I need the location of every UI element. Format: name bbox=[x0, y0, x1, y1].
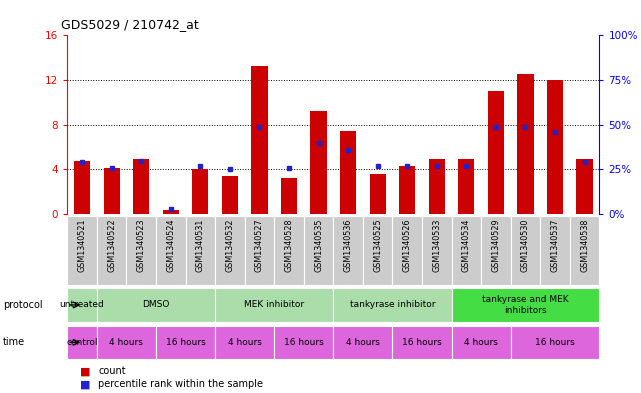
Text: 16 hours: 16 hours bbox=[165, 338, 205, 347]
Text: GSM1340524: GSM1340524 bbox=[166, 218, 175, 272]
Text: count: count bbox=[98, 366, 126, 376]
Text: GSM1340523: GSM1340523 bbox=[137, 218, 146, 272]
Text: GSM1340533: GSM1340533 bbox=[432, 218, 441, 272]
Bar bbox=[429, 160, 445, 214]
Text: GSM1340526: GSM1340526 bbox=[403, 218, 412, 272]
Bar bbox=[392, 216, 422, 285]
Bar bbox=[458, 160, 474, 214]
Text: GSM1340522: GSM1340522 bbox=[107, 218, 116, 272]
Text: GSM1340534: GSM1340534 bbox=[462, 218, 471, 272]
Bar bbox=[126, 216, 156, 285]
Bar bbox=[67, 216, 97, 285]
Text: GDS5029 / 210742_at: GDS5029 / 210742_at bbox=[61, 18, 199, 31]
Text: tankyrase inhibitor: tankyrase inhibitor bbox=[350, 301, 435, 309]
Bar bbox=[67, 326, 97, 359]
Bar bbox=[215, 288, 333, 322]
Text: GSM1340535: GSM1340535 bbox=[314, 218, 323, 272]
Text: GSM1340536: GSM1340536 bbox=[344, 218, 353, 272]
Text: 16 hours: 16 hours bbox=[284, 338, 324, 347]
Bar bbox=[97, 288, 215, 322]
Bar bbox=[281, 178, 297, 214]
Bar bbox=[333, 216, 363, 285]
Text: GSM1340529: GSM1340529 bbox=[492, 218, 501, 272]
Bar bbox=[333, 326, 392, 359]
Bar bbox=[392, 326, 451, 359]
Text: 4 hours: 4 hours bbox=[110, 338, 144, 347]
Bar bbox=[511, 216, 540, 285]
Text: GSM1340532: GSM1340532 bbox=[226, 218, 235, 272]
Bar bbox=[103, 168, 120, 214]
Text: DMSO: DMSO bbox=[142, 301, 170, 309]
Text: GSM1340531: GSM1340531 bbox=[196, 218, 205, 272]
Bar bbox=[540, 216, 570, 285]
Bar bbox=[451, 288, 599, 322]
Text: 4 hours: 4 hours bbox=[346, 338, 380, 347]
Bar bbox=[74, 160, 90, 214]
Bar bbox=[163, 210, 179, 214]
Text: percentile rank within the sample: percentile rank within the sample bbox=[98, 379, 263, 389]
Bar bbox=[156, 216, 185, 285]
Text: GSM1340528: GSM1340528 bbox=[285, 218, 294, 272]
Bar bbox=[340, 132, 356, 214]
Text: 16 hours: 16 hours bbox=[402, 338, 442, 347]
Bar bbox=[511, 326, 599, 359]
Text: ■: ■ bbox=[80, 366, 90, 376]
Bar bbox=[399, 166, 415, 214]
Text: GSM1340537: GSM1340537 bbox=[551, 218, 560, 272]
Bar bbox=[304, 216, 333, 285]
Text: GSM1340538: GSM1340538 bbox=[580, 218, 589, 272]
Text: GSM1340530: GSM1340530 bbox=[521, 218, 530, 272]
Bar bbox=[185, 216, 215, 285]
Bar bbox=[481, 216, 511, 285]
Bar bbox=[97, 326, 156, 359]
Text: ■: ■ bbox=[80, 379, 90, 389]
Text: control: control bbox=[66, 338, 98, 347]
Bar bbox=[274, 216, 304, 285]
Text: protocol: protocol bbox=[3, 300, 43, 310]
Bar bbox=[369, 174, 386, 214]
Text: MEK inhibitor: MEK inhibitor bbox=[244, 301, 304, 309]
Bar bbox=[451, 216, 481, 285]
Bar bbox=[547, 80, 563, 214]
Text: 4 hours: 4 hours bbox=[464, 338, 498, 347]
Bar bbox=[251, 66, 267, 214]
Bar bbox=[488, 91, 504, 214]
Text: 4 hours: 4 hours bbox=[228, 338, 262, 347]
Bar bbox=[222, 176, 238, 214]
Bar bbox=[517, 75, 533, 214]
Text: GSM1340521: GSM1340521 bbox=[78, 218, 87, 272]
Bar bbox=[310, 111, 327, 214]
Bar bbox=[576, 160, 593, 214]
Bar bbox=[333, 288, 451, 322]
Bar bbox=[215, 216, 245, 285]
Bar bbox=[192, 169, 208, 214]
Bar bbox=[245, 216, 274, 285]
Text: time: time bbox=[3, 337, 26, 347]
Bar bbox=[156, 326, 215, 359]
Text: GSM1340525: GSM1340525 bbox=[373, 218, 382, 272]
Text: 16 hours: 16 hours bbox=[535, 338, 575, 347]
Bar bbox=[451, 326, 511, 359]
Text: tankyrase and MEK
inhibitors: tankyrase and MEK inhibitors bbox=[482, 295, 569, 315]
Bar bbox=[422, 216, 451, 285]
Bar bbox=[67, 288, 97, 322]
Bar bbox=[133, 160, 149, 214]
Bar bbox=[570, 216, 599, 285]
Bar bbox=[215, 326, 274, 359]
Bar bbox=[363, 216, 392, 285]
Text: untreated: untreated bbox=[60, 301, 104, 309]
Text: GSM1340527: GSM1340527 bbox=[255, 218, 264, 272]
Bar bbox=[274, 326, 333, 359]
Bar bbox=[97, 216, 126, 285]
